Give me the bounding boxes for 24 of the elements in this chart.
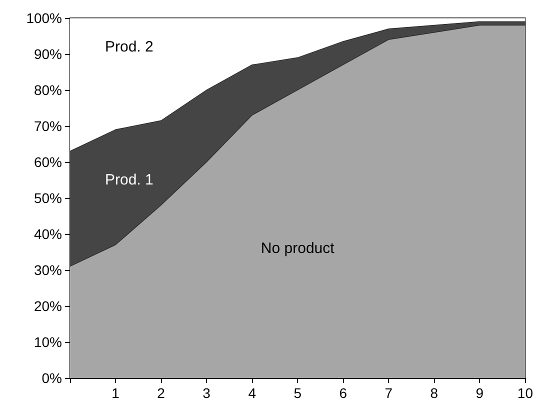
y-tick-label: 100% <box>26 10 62 26</box>
y-tick-label: 10% <box>34 334 62 350</box>
y-tick-label: 0% <box>42 370 62 386</box>
y-tick-label: 20% <box>34 298 62 314</box>
x-tick-label: 1 <box>112 385 120 401</box>
x-tick-label: 7 <box>384 385 393 401</box>
y-tick-label: 30% <box>34 262 62 278</box>
y-tick-label: 80% <box>34 82 62 98</box>
y-tick-label: 40% <box>34 226 62 242</box>
x-tick-label: 9 <box>476 385 484 401</box>
x-tick-label: 2 <box>157 385 166 401</box>
x-tick-label: 6 <box>339 385 348 401</box>
x-tick-label: 4 <box>248 385 256 401</box>
series-label: Prod. 2 <box>104 38 154 56</box>
x-tick-label: 8 <box>430 385 438 401</box>
y-tick-label: 60% <box>34 154 62 170</box>
series-label: Prod. 1 <box>104 172 154 188</box>
x-tick-label: 10 <box>517 385 534 401</box>
y-tick-label: 90% <box>34 46 62 62</box>
series-label: No product <box>260 240 336 257</box>
y-tick-label: 70% <box>34 118 62 134</box>
x-tick-label: 5 <box>294 385 302 401</box>
x-tick-label: 3 <box>202 385 211 401</box>
y-tick-label: 50% <box>34 190 62 206</box>
